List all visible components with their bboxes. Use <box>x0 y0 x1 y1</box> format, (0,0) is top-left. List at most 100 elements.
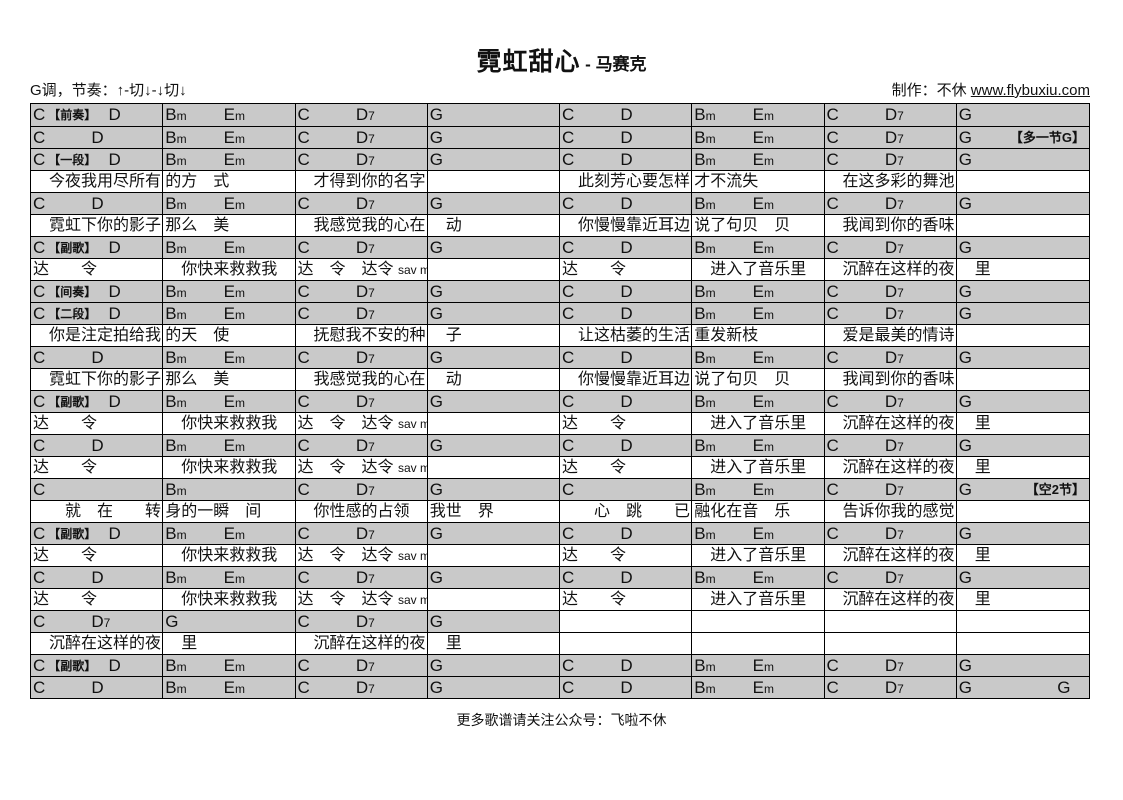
maker-name: 制作：不休 <box>891 82 971 99</box>
chord: G <box>958 656 972 675</box>
lyric-row: 霓虹下你的影子 那么 美 我感觉我的心在 动 你慢慢靠近耳边 说了句贝 贝 我闻到你… <box>31 214 1089 236</box>
chord: C <box>826 304 839 323</box>
chord-cell: C D7 <box>824 567 957 588</box>
chord-cell: C D7 <box>295 611 428 632</box>
lyric-cell: 才得到你的名字 <box>295 171 428 192</box>
chord: D7 <box>355 612 375 631</box>
lyric-text: 说了句贝 贝 <box>694 371 791 388</box>
chord: D7 <box>884 436 904 455</box>
chord-suffix: 7 <box>897 660 904 674</box>
chord: Em <box>223 128 245 147</box>
lyric-text: 我闻到你的香味 <box>826 371 955 388</box>
chord-suffix: m <box>176 440 187 454</box>
lyric-cell: 达 令 <box>31 589 164 610</box>
lyric-cell: 说了句贝 贝 <box>692 215 825 236</box>
maker-url-link[interactable]: www.flybuxiu.com <box>970 82 1090 99</box>
chord: Bm <box>694 348 716 367</box>
chord: G <box>429 480 443 499</box>
chord-suffix: m <box>176 660 187 674</box>
lyric-cell: 我闻到你的香味 <box>824 215 957 236</box>
lyric-cell: 今夜我用尽所有 <box>31 171 164 192</box>
chord: D7 <box>884 282 904 301</box>
chord-cell: Bm Em <box>692 281 825 302</box>
chord: C <box>826 128 839 147</box>
chord-suffix: 7 <box>368 528 375 542</box>
lyric-text: 达 令 <box>562 261 627 278</box>
section-label: 【前奏】 <box>48 108 97 122</box>
chord: D7 <box>355 678 375 697</box>
chord: Bm <box>694 392 716 411</box>
chord: Bm <box>165 238 187 257</box>
lyric-text: 动 <box>429 371 462 388</box>
chord-cell: C D7 <box>824 391 957 412</box>
chord: Bm <box>694 524 716 543</box>
lyric-cell: 才不流失 <box>692 171 825 192</box>
chord-suffix: 7 <box>897 242 904 256</box>
chord: G <box>429 612 443 631</box>
lyric-text: 进入了音乐里 <box>694 547 807 564</box>
chord-suffix: m <box>176 572 187 586</box>
chord: Bm <box>694 194 716 213</box>
chord: C <box>33 480 46 499</box>
chord-cell: C <box>31 479 164 500</box>
chord: C <box>826 656 839 675</box>
chord-cell: C D7 <box>295 523 428 544</box>
chord-suffix: m <box>234 528 245 542</box>
chord: D <box>620 436 633 455</box>
chord-row: C Bm C D7 G C Bm Em C D7 G 【空2节】 <box>31 478 1089 500</box>
chord-suffix: 7 <box>368 132 375 146</box>
chord: C <box>562 128 575 147</box>
lyric-cell: 你快来救救我 <box>163 589 296 610</box>
lyric-cell: 心 跳 已 <box>560 501 693 522</box>
chord: G <box>958 128 972 147</box>
chord-cell: C D7 <box>824 479 957 500</box>
chord-cell: C D7 <box>295 567 428 588</box>
chord-suffix: m <box>705 440 716 454</box>
lyric-cell <box>692 633 825 654</box>
chord: C <box>562 480 575 499</box>
lyric-text: 沉醉在这样的夜 <box>826 459 955 476</box>
chord: Em <box>223 282 245 301</box>
chord: G <box>429 238 443 257</box>
chord-cell: C D7 <box>824 281 957 302</box>
lyric-cell: 我感觉我的心在 <box>295 215 428 236</box>
chord: G <box>958 194 972 213</box>
chord-suffix: m <box>234 198 245 212</box>
lyric-cell: 进入了音乐里 <box>692 589 825 610</box>
chord: D <box>108 392 121 411</box>
chord: G <box>1057 678 1071 697</box>
chord-suffix: 7 <box>368 352 375 366</box>
lyric-cell: 里 <box>956 259 1089 280</box>
chord: D7 <box>355 105 375 124</box>
chord-suffix: m <box>176 109 187 123</box>
chord: G <box>958 238 972 257</box>
lyric-cell: 沉醉在这样的夜 <box>295 633 428 654</box>
lyric-cell: 你是注定拍给我 <box>31 325 164 346</box>
lyric-cell <box>956 325 1089 346</box>
chord: D7 <box>884 128 904 147</box>
lyric-cell: 抚慰我不安的种 <box>295 325 428 346</box>
chord: C <box>33 105 46 124</box>
chord: Em <box>223 105 245 124</box>
chord-suffix: m <box>763 352 774 366</box>
chord: C <box>562 194 575 213</box>
lyric-row: 霓虹下你的影子 那么 美 我感觉我的心在 动 你慢慢靠近耳边 说了句贝 贝 我闻到你… <box>31 368 1089 390</box>
chord-cell: Bm Em <box>163 237 296 258</box>
lyric-text: 在这多彩的舞池 <box>826 173 955 190</box>
chord-suffix: 7 <box>368 109 375 123</box>
chord: C <box>33 436 46 455</box>
chord: D <box>108 656 121 675</box>
chord: G <box>958 282 972 301</box>
chord-suffix: 7 <box>368 616 375 630</box>
chord-suffix: 7 <box>897 132 904 146</box>
chord-suffix: 7 <box>368 286 375 300</box>
chord: C <box>297 392 310 411</box>
chord-cell: Bm Em <box>692 677 825 698</box>
section-label: 【间奏】 <box>48 285 97 299</box>
